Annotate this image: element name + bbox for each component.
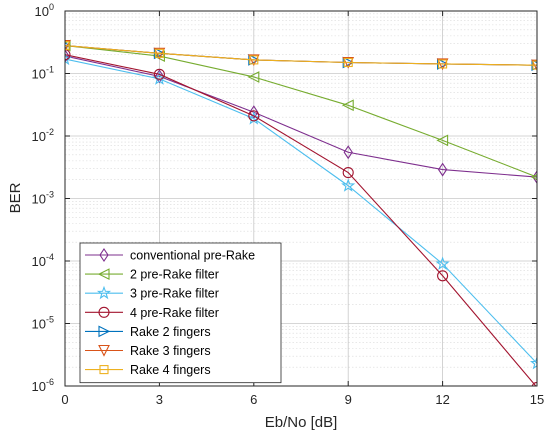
series-line (65, 58, 537, 364)
data-point (532, 60, 537, 70)
legend-label: 2 pre-Rake filter (130, 268, 219, 282)
data-point (532, 170, 537, 185)
legend-item: 4 pre-Rake filter (85, 306, 219, 320)
legend-label: Rake 4 fingers (130, 363, 211, 377)
legend-label: Rake 3 fingers (130, 344, 211, 358)
data-point (247, 71, 260, 83)
legend-marker (99, 365, 109, 375)
legend-item: Rake 3 fingers (85, 344, 211, 358)
data-point (154, 48, 164, 58)
data-point (529, 355, 537, 370)
y-tick-label: 100 (35, 2, 54, 19)
series-line (65, 55, 537, 178)
legend-item: Rake 4 fingers (85, 363, 211, 377)
data-point (341, 178, 356, 192)
series-4-pre-rake-filter (65, 49, 537, 386)
legend-marker (98, 306, 110, 318)
legend-marker (99, 248, 109, 262)
data-point (438, 59, 448, 69)
x-tick-label: 15 (530, 392, 544, 407)
legend-item: Rake 2 fingers (85, 325, 211, 339)
legend-label: 3 pre-Rake filter (130, 287, 219, 301)
y-tick-label: 10-2 (32, 127, 54, 144)
x-axis-label: Eb/No [dB] (265, 414, 338, 431)
data-point (343, 145, 353, 160)
data-point (436, 134, 449, 147)
series-line (65, 45, 537, 66)
data-point (65, 41, 70, 51)
data-point (65, 49, 70, 64)
data-point (342, 167, 354, 179)
legend-item: conventional pre-Rake (85, 248, 255, 263)
legend-marker (98, 325, 111, 338)
legend-item: 3 pre-Rake filter (85, 285, 219, 301)
legend-label: conventional pre-Rake (130, 249, 255, 263)
data-point (153, 68, 165, 80)
data-point (437, 162, 448, 177)
x-tick-label: 12 (435, 392, 449, 407)
series-rake-4-fingers (65, 41, 537, 70)
series-line (65, 45, 537, 178)
data-point (248, 110, 260, 122)
data-point (343, 57, 353, 68)
data-point (65, 49, 71, 61)
legend: conventional pre-Rake 2 pre-Rake filter 3 … (79, 242, 282, 384)
legend-marker (97, 268, 110, 280)
legend-marker (96, 285, 112, 300)
x-tick-label: 6 (250, 392, 257, 407)
legend-item: 2 pre-Rake filter (85, 268, 219, 282)
data-point (249, 55, 259, 65)
x-tick-label: 9 (345, 392, 352, 407)
data-point (435, 256, 450, 270)
y-axis-label: BER (7, 182, 24, 213)
series-layer (65, 39, 537, 386)
tick-layer: 100 10-1 10-2 10-3 10-4 10-5 10-6 0 3 6 9 12 15 (32, 2, 545, 407)
data-point (437, 270, 449, 282)
legend-marker (98, 344, 110, 357)
y-tick-label: 10-5 (32, 315, 54, 332)
y-tick-label: 10-3 (32, 190, 54, 207)
series-line (65, 54, 537, 386)
y-tick-label: 10-1 (32, 65, 54, 82)
legend-label: Rake 2 fingers (130, 325, 211, 339)
data-point (341, 99, 354, 112)
y-tick-label: 10-4 (32, 252, 54, 269)
legend-box (79, 242, 282, 384)
data-point (154, 69, 165, 84)
legend-label: 4 pre-Rake filter (130, 306, 219, 320)
x-tick-label: 3 (156, 392, 163, 407)
y-tick-label: 10-6 (32, 377, 54, 394)
x-tick-label: 0 (61, 392, 68, 407)
